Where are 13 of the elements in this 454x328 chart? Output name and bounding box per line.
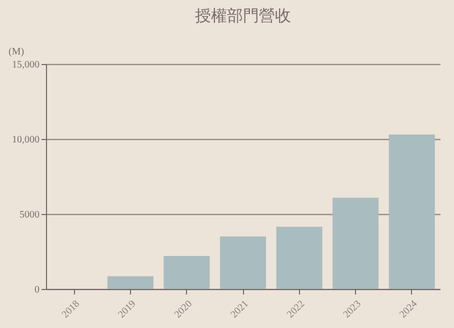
y-tick-label: 0 xyxy=(34,284,40,296)
y-tick-label: 5000 xyxy=(20,210,40,220)
y-tick-label: 15,000 xyxy=(12,60,40,70)
y-tick-label: 10,000 xyxy=(12,134,40,146)
bar xyxy=(276,226,322,289)
y-axis-title: (M) xyxy=(8,46,24,58)
x-tick-label: 2021 xyxy=(228,298,251,320)
bar xyxy=(164,256,210,289)
bar xyxy=(388,134,435,289)
bar xyxy=(107,276,154,289)
bar xyxy=(220,236,266,289)
chart-title: 授權部門營收 xyxy=(195,6,291,25)
bar xyxy=(332,198,379,289)
